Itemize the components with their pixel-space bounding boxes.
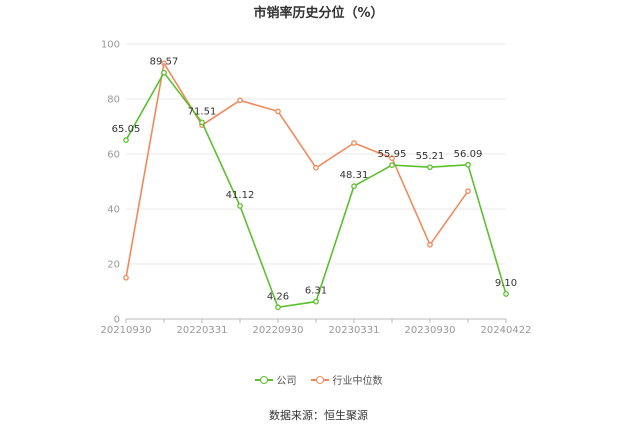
- data-label: 56.09: [454, 149, 483, 160]
- industry-point: [123, 274, 129, 281]
- x-tick-label: 20230331: [329, 325, 380, 336]
- industry-point: [389, 155, 395, 161]
- series-line-company: [125, 71, 507, 309]
- x-tick-label: 20220930: [253, 325, 304, 336]
- industry-point: [351, 140, 357, 146]
- legend-swatch-company: [254, 375, 273, 385]
- industry-point: [161, 60, 167, 67]
- legend-label-industry: 行业中位数: [332, 376, 383, 387]
- data-label: 9.10: [495, 278, 517, 289]
- x-tick-label: 20240422: [481, 325, 532, 336]
- data-label: 55.21: [416, 151, 445, 162]
- company-point: [427, 164, 433, 171]
- y-tick-label: 60: [107, 150, 120, 161]
- series: [123, 60, 509, 311]
- axes: 0 20 40 60 80 100 20210930 20220331 20220930 2023…: [101, 40, 532, 337]
- data-label: 71.51: [188, 106, 217, 117]
- company-point: [123, 137, 129, 143]
- company-point: [389, 162, 395, 168]
- data-source: 数据来源：恒生聚源: [269, 409, 368, 422]
- y-tick-label: 80: [107, 95, 120, 106]
- industry-point: [465, 188, 471, 194]
- industry-point: [275, 108, 281, 115]
- industry-point: [427, 241, 433, 248]
- legend: 公司 行业中位数: [0, 372, 637, 387]
- data-label: 55.95: [378, 149, 407, 160]
- company-point: [351, 183, 357, 189]
- x-tick-label: 20210930: [101, 325, 152, 336]
- series-line-industry: [125, 61, 469, 278]
- data-label: 4.26: [267, 291, 289, 302]
- legend-item-company[interactable]: 公司: [254, 372, 297, 387]
- data-label: 41.12: [226, 190, 255, 201]
- line-chart: 0 20 40 60 80 100 20210930 20220331 20220930 2023…: [101, 40, 532, 337]
- industry-point: [237, 97, 243, 104]
- legend-item-industry[interactable]: 行业中位数: [310, 372, 383, 387]
- legend-label-company: 公司: [276, 376, 297, 387]
- company-point: [237, 203, 243, 209]
- company-point: [313, 298, 319, 305]
- data-label: 89.57: [150, 57, 179, 68]
- company-point: [503, 291, 509, 297]
- x-tick-label: 20220331: [177, 325, 228, 336]
- y-tick-label: 0: [114, 315, 120, 326]
- y-tick-label: 100: [101, 40, 120, 51]
- data-label: 48.31: [340, 170, 369, 181]
- industry-point: [313, 164, 319, 171]
- company-point: [465, 161, 471, 168]
- company-point: [161, 69, 167, 76]
- data-labels: 65.05 89.57 71.51 41.12 4.26 6.31 48.31 55.95 55…: [112, 57, 517, 303]
- data-label: 6.31: [305, 286, 327, 297]
- legend-swatch-industry: [310, 375, 329, 385]
- company-point: [199, 119, 205, 126]
- y-tick-label: 40: [107, 205, 120, 216]
- data-label: 65.05: [112, 124, 141, 135]
- company-point: [275, 304, 281, 311]
- x-tick-label: 20230930: [405, 325, 456, 336]
- y-tick-label: 20: [107, 260, 120, 271]
- chart-title: 市销率历史分位（%）: [253, 6, 384, 21]
- grid-lines: [126, 43, 506, 265]
